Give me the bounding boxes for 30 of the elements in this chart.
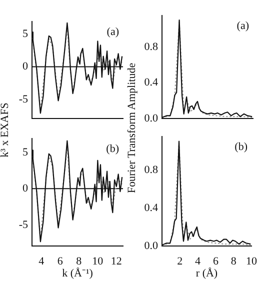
y-tick-label: 5 <box>22 146 28 158</box>
y-tick-label: 0.4 <box>144 202 158 214</box>
y-tick-label: 0.8 <box>144 164 158 176</box>
y-tick-label: 0.8 <box>144 40 158 53</box>
y-tick-label: -5 <box>18 218 28 231</box>
annotation: (a) <box>236 20 250 32</box>
y-tick-label: 0.4 <box>144 76 158 89</box>
y-tick-label: 0 <box>22 182 28 195</box>
x-tick-label: 8 <box>76 255 82 268</box>
y-axis-title: k³ x EXAFS <box>0 102 12 160</box>
x-tick-label: 8 <box>230 255 237 268</box>
annotation: (a) <box>106 26 120 38</box>
x-axis-title: r (Å) <box>196 266 218 280</box>
y-tick-label: 5 <box>22 28 28 40</box>
x-axis-title: k (Å⁻¹) <box>62 266 94 280</box>
y-axis-title: Fourier Transform Amplitude <box>125 62 139 196</box>
y-tick-label: 0.0 <box>144 240 158 252</box>
y-tick-label: -5 <box>18 93 28 106</box>
x-tick-label: 6 <box>212 255 219 268</box>
annotation: (b) <box>234 140 248 153</box>
x-tick-label: 10 <box>92 255 104 268</box>
y-tick-label: 0.0 <box>144 112 158 124</box>
x-tick-label: 10 <box>246 255 258 268</box>
annotation: (b) <box>106 142 120 155</box>
x-tick-label: 6 <box>57 255 64 268</box>
x-tick-label: 4 <box>195 255 202 268</box>
x-tick-label: 2 <box>177 255 183 268</box>
x-tick-label: 4 <box>38 255 45 268</box>
y-tick-label: 0 <box>22 60 28 73</box>
x-tick-label: 12 <box>110 255 122 268</box>
